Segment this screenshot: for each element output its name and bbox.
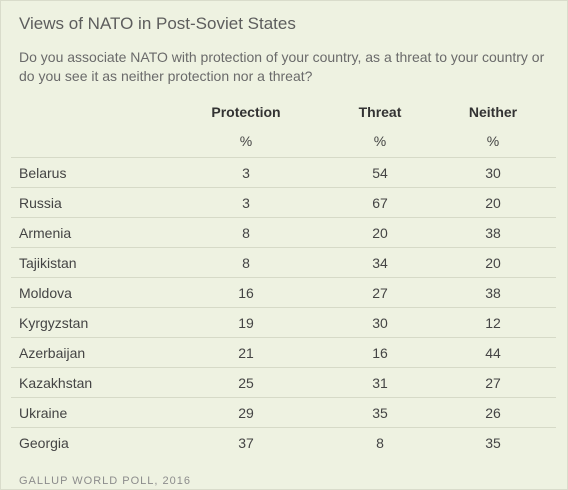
threat-value: 34 [372, 255, 388, 271]
country-label: Armenia [19, 225, 72, 241]
country-label: Ukraine [19, 405, 68, 421]
threat-value: 35 [372, 405, 388, 421]
table-row: Belarus 3 54 30 [11, 157, 556, 187]
protection-value: 8 [242, 225, 250, 241]
table-row: Moldova 16 27 38 [11, 277, 556, 307]
neither-value: 20 [485, 195, 501, 211]
neither-value: 38 [485, 285, 501, 301]
neither-value: 26 [485, 405, 501, 421]
protection-value: 16 [238, 285, 254, 301]
table-row: Armenia 8 20 38 [11, 217, 556, 247]
country-label: Kazakhstan [19, 375, 93, 391]
protection-value: 3 [242, 195, 250, 211]
neither-value: 30 [485, 165, 501, 181]
column-header-neither: Neither [468, 104, 518, 120]
table-row: Kyrgyzstan 19 30 12 [11, 307, 556, 337]
unit-label-neither: % [486, 133, 500, 149]
threat-value: 31 [372, 375, 388, 391]
country-label: Azerbaijan [19, 345, 86, 361]
chart-title: Views of NATO in Post-Soviet States [19, 14, 296, 33]
protection-value: 21 [238, 345, 254, 361]
protection-value: 25 [238, 375, 254, 391]
protection-value: 37 [238, 435, 254, 451]
table-row: Kazakhstan 25 31 27 [11, 367, 556, 397]
country-label: Russia [19, 195, 62, 211]
protection-value: 3 [242, 165, 250, 181]
chart-subtitle: Do you associate NATO with protection of… [19, 49, 545, 84]
protection-value: 29 [238, 405, 254, 421]
threat-value: 30 [372, 315, 388, 331]
protection-value: 8 [242, 255, 250, 271]
protection-value: 19 [238, 315, 254, 331]
country-label: Belarus [19, 165, 67, 181]
threat-value: 67 [372, 195, 388, 211]
country-label: Georgia [19, 435, 69, 451]
threat-value: 16 [372, 345, 388, 361]
column-header-threat: Threat [358, 104, 402, 120]
threat-value: 20 [372, 225, 388, 241]
table-row: Azerbaijan 21 16 44 [11, 337, 556, 367]
threat-value: 8 [376, 435, 384, 451]
country-label: Moldova [19, 285, 72, 301]
neither-value: 27 [485, 375, 501, 391]
neither-value: 44 [485, 345, 501, 361]
column-header-protection: Protection [211, 104, 281, 120]
source-note: GALLUP WORLD POLL, 2016 [19, 475, 191, 487]
table-row: Georgia 37 8 35 [11, 427, 556, 457]
threat-value: 27 [372, 285, 388, 301]
unit-label-protection: % [239, 133, 253, 149]
neither-value: 20 [485, 255, 501, 271]
threat-value: 54 [372, 165, 388, 181]
data-table: Belarus 3 54 30 Russia 3 67 20 Armenia 8 20 38 Tajik… [11, 157, 556, 457]
table-row: Tajikistan 8 34 20 [11, 247, 556, 277]
neither-value: 12 [485, 315, 501, 331]
country-label: Kyrgyzstan [19, 315, 89, 331]
country-label: Tajikistan [19, 255, 77, 271]
table-row: Ukraine 29 35 26 [11, 397, 556, 427]
neither-value: 35 [485, 435, 501, 451]
neither-value: 38 [485, 225, 501, 241]
unit-label-threat: % [373, 133, 387, 149]
table-row: Russia 3 67 20 [11, 187, 556, 217]
